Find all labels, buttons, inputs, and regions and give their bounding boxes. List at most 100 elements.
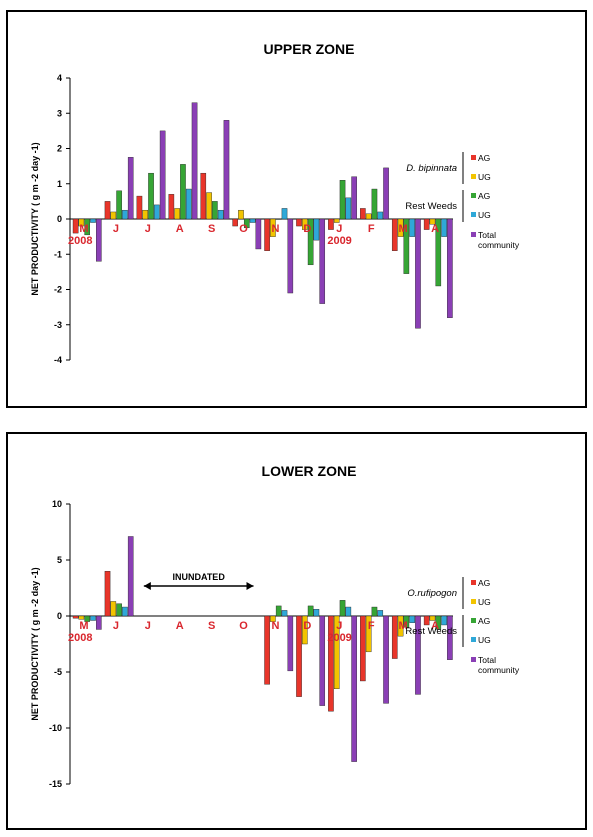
bar xyxy=(435,615,442,630)
bar xyxy=(403,615,410,628)
y-tick-label: 0 xyxy=(57,214,62,224)
annotation-label: INUNDATED xyxy=(172,572,225,582)
month-label: O xyxy=(239,223,248,235)
legend-entry-label: AG xyxy=(478,191,490,201)
bar xyxy=(142,209,149,220)
bar xyxy=(191,102,198,220)
bar xyxy=(447,615,453,660)
year-label: 2009 xyxy=(327,235,351,247)
legend-entry-label: UG xyxy=(478,172,491,182)
legend-swatch xyxy=(471,155,476,160)
month-label: A xyxy=(431,620,439,632)
month-label: J xyxy=(336,620,342,632)
bar xyxy=(95,615,102,630)
bar xyxy=(328,218,334,230)
bar xyxy=(345,606,352,617)
bar xyxy=(212,201,218,220)
bar xyxy=(345,197,352,220)
bar xyxy=(72,218,79,234)
bar xyxy=(441,615,447,626)
bar xyxy=(435,218,442,287)
bar xyxy=(217,209,224,220)
bar xyxy=(415,615,421,695)
upper-zone-chart: UPPER ZONE NET PRODUCTIVITY ( g m -2 day … xyxy=(30,41,520,365)
month-label: A xyxy=(431,223,439,235)
bar xyxy=(168,194,175,220)
bar xyxy=(423,615,430,626)
bar xyxy=(302,615,308,645)
chart-title: LOWER ZONE xyxy=(262,463,357,479)
bar xyxy=(319,218,326,304)
bar xyxy=(429,615,436,621)
bar xyxy=(403,218,410,274)
y-axis-label: NET PRODUCTIVITY ( g m -2 day -1) xyxy=(30,142,40,295)
bar xyxy=(313,609,320,617)
bar xyxy=(429,218,436,225)
lower-zone-chart: LOWER ZONE NET PRODUCTIVITY ( g m -2 day … xyxy=(30,463,520,789)
bar xyxy=(90,615,96,621)
bar xyxy=(302,218,308,230)
legend-swatch xyxy=(471,657,476,662)
bar xyxy=(441,218,447,237)
bar xyxy=(409,615,415,623)
bar xyxy=(287,615,294,672)
y-tick-label: -15 xyxy=(49,779,62,789)
legend-entry-label: community xyxy=(478,240,520,250)
legend-swatch xyxy=(471,618,476,623)
bar xyxy=(397,218,404,237)
month-label: D xyxy=(303,223,311,235)
bar xyxy=(371,606,378,617)
bar xyxy=(104,570,111,617)
bar xyxy=(339,180,346,220)
bar xyxy=(313,218,320,241)
bar xyxy=(339,600,346,617)
month-label: M xyxy=(79,620,88,632)
bar xyxy=(423,218,430,230)
bar xyxy=(333,615,340,690)
month-label: O xyxy=(239,620,248,632)
legend-swatch xyxy=(471,599,476,604)
bar xyxy=(122,606,128,617)
bar xyxy=(275,605,282,617)
y-tick-label: -10 xyxy=(49,723,62,733)
month-label: J xyxy=(145,620,151,632)
bar xyxy=(110,601,117,617)
month-label: S xyxy=(208,620,215,632)
y-tick-label: 5 xyxy=(57,555,62,565)
bar xyxy=(360,208,366,220)
y-tick-label: 4 xyxy=(57,73,62,83)
bar xyxy=(351,176,357,220)
bar xyxy=(104,201,111,220)
bar xyxy=(116,190,122,220)
bar xyxy=(275,218,282,220)
y-tick-label: -1 xyxy=(54,249,62,259)
bar xyxy=(365,213,372,220)
bar xyxy=(365,615,372,653)
bar xyxy=(243,218,250,229)
bar xyxy=(249,218,256,223)
bar xyxy=(238,209,244,220)
bar xyxy=(360,615,366,682)
bar xyxy=(333,218,340,223)
bar xyxy=(174,208,180,220)
bar xyxy=(223,120,230,220)
y-tick-label: 3 xyxy=(57,108,62,118)
bar xyxy=(255,218,262,250)
legend-swatch xyxy=(471,637,476,642)
legend-entry-label: UG xyxy=(478,597,491,607)
legend-entry-label: AG xyxy=(478,578,490,588)
bar xyxy=(377,610,384,617)
bar xyxy=(122,209,128,220)
bar xyxy=(281,610,288,617)
bar xyxy=(127,536,134,617)
legend-entry-label: community xyxy=(478,665,520,675)
legend-group-label: O.rufipogon xyxy=(407,588,457,599)
y-tick-label: -4 xyxy=(54,355,62,365)
month-label: M xyxy=(399,223,408,235)
month-label: D xyxy=(303,620,311,632)
legend-swatch xyxy=(471,580,476,585)
bar xyxy=(351,615,357,762)
month-label: J xyxy=(113,223,119,235)
legend-group-label: Rest Weeds xyxy=(405,626,457,637)
upper-zone-panel: UPPER ZONE NET PRODUCTIVITY ( g m -2 day … xyxy=(6,10,587,408)
